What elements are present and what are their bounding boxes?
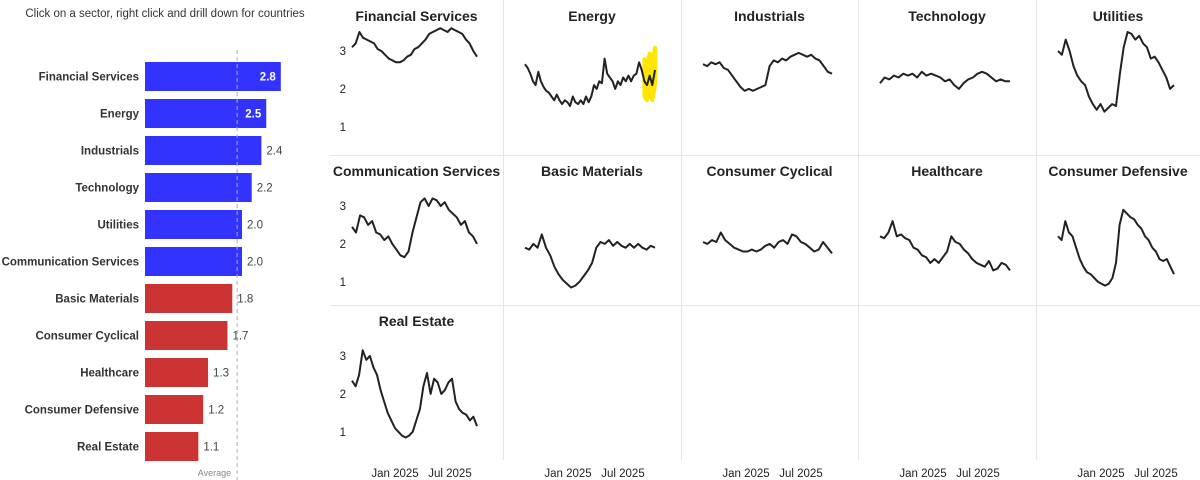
trend-line-industrials[interactable] (702, 51, 833, 92)
bar-label-basic-materials[interactable]: Basic Materials (55, 294, 139, 306)
panel-title-utilities: Utilities (1093, 8, 1144, 24)
bar-label-consumer-defensive[interactable]: Consumer Defensive (25, 405, 139, 417)
panel-title-communication-services: Communication Services (333, 163, 500, 179)
bar-real-estate[interactable] (145, 432, 199, 461)
bar-healthcare[interactable] (145, 358, 209, 387)
bar-value-technology: 2.2 (257, 183, 273, 195)
y-tick-label: 1 (340, 277, 346, 289)
bar-label-healthcare[interactable]: Healthcare (80, 368, 139, 380)
bar-value-financial-services: 2.8 (260, 72, 277, 84)
trend-line-energy[interactable] (524, 57, 656, 107)
panel-healthcare[interactable]: Healthcare (879, 163, 1011, 272)
x-tick-label: Jul 2025 (956, 468, 999, 480)
highlight-region (642, 45, 657, 103)
x-tick-label: Jan 2025 (371, 468, 418, 480)
panel-title-energy: Energy (568, 8, 616, 24)
x-tick-label: Jul 2025 (601, 468, 644, 480)
bar-label-real-estate[interactable]: Real Estate (77, 442, 139, 454)
y-tick-label: 3 (340, 46, 346, 58)
bar-value-utilities: 2.0 (247, 220, 263, 232)
bar-financial-services[interactable] (145, 62, 281, 91)
bar-label-industrials[interactable]: Industrials (81, 146, 139, 158)
panel-title-financial-services: Financial Services (355, 8, 477, 24)
bar-label-financial-services[interactable]: Financial Services (39, 72, 139, 84)
bar-value-real-estate: 1.1 (203, 442, 219, 454)
panel-financial-services[interactable]: Financial Services 1 2 3 (340, 8, 478, 134)
panel-title-industrials: Industrials (734, 8, 805, 24)
x-tick-label: Jul 2025 (1134, 468, 1177, 480)
bar-label-utilities[interactable]: Utilities (97, 220, 139, 232)
bar-consumer-cyclical[interactable] (145, 321, 228, 350)
bar-value-basic-materials: 1.8 (237, 294, 253, 306)
panel-title-technology: Technology (908, 8, 986, 24)
bar-value-healthcare: 1.3 (213, 368, 229, 380)
y-tick-label: 2 (340, 84, 346, 96)
panel-title-healthcare: Healthcare (911, 163, 983, 179)
panel-consumer-defensive[interactable]: Consumer Defensive (1048, 163, 1188, 287)
x-tick-label: Jul 2025 (779, 468, 822, 480)
trend-line-real-estate[interactable] (351, 349, 478, 439)
bar-energy[interactable] (145, 99, 267, 128)
panel-utilities[interactable]: Utilities (1057, 8, 1175, 113)
y-tick-label: 1 (340, 427, 346, 439)
panel-title-consumer-defensive: Consumer Defensive (1048, 163, 1187, 179)
panel-industrials[interactable]: Industrials (702, 8, 833, 92)
bar-technology[interactable] (145, 173, 252, 202)
bar-value-consumer-defensive: 1.2 (208, 405, 224, 417)
y-tick-label: 2 (340, 239, 346, 251)
drilldown-instruction: Click on a sector, right click and drill… (25, 8, 305, 20)
panel-communication-services[interactable]: Communication Services 1 2 3 (333, 163, 500, 289)
bar-value-communication-services: 2.0 (247, 257, 263, 269)
bar-label-consumer-cyclical[interactable]: Consumer Cyclical (35, 331, 139, 343)
trend-line-healthcare[interactable] (879, 220, 1011, 272)
bar-utilities[interactable] (145, 210, 242, 239)
trend-line-communication-services[interactable] (351, 197, 478, 259)
trend-line-basic-materials[interactable] (524, 233, 656, 289)
panel-consumer-cyclical[interactable]: Consumer Cyclical (702, 163, 833, 255)
bar-label-communication-services[interactable]: Communication Services (2, 257, 139, 269)
y-tick-label: 3 (340, 351, 346, 363)
trend-line-financial-services[interactable] (351, 27, 478, 64)
panel-technology[interactable]: Technology (879, 8, 1010, 90)
trend-line-utilities[interactable] (1057, 31, 1175, 113)
bar-communication-services[interactable] (145, 247, 242, 276)
panel-title-consumer-cyclical: Consumer Cyclical (706, 163, 832, 179)
trend-line-consumer-defensive[interactable] (1057, 208, 1175, 287)
x-tick-label: Jan 2025 (722, 468, 769, 480)
bar-value-consumer-cyclical: 1.7 (232, 331, 248, 343)
bar-value-energy: 2.5 (245, 109, 262, 121)
sector-bar-chart[interactable]: Financial Services 2.8 Energy 2.5 Industrial… (0, 0, 330, 480)
panel-real-estate[interactable]: Real Estate 1 2 3 (340, 313, 478, 439)
bar-industrials[interactable] (145, 136, 262, 165)
bar-label-energy[interactable]: Energy (100, 109, 140, 121)
x-tick-label: Jan 2025 (1077, 468, 1124, 480)
bar-consumer-defensive[interactable] (145, 395, 204, 424)
y-tick-label: 2 (340, 389, 346, 401)
panel-energy[interactable]: Energy (524, 8, 657, 107)
y-tick-label: 3 (340, 201, 346, 213)
bar-label-technology[interactable]: Technology (75, 183, 139, 195)
x-tick-label: Jan 2025 (899, 468, 946, 480)
y-tick-label: 1 (340, 122, 346, 134)
trend-line-technology[interactable] (879, 70, 1010, 90)
panel-basic-materials[interactable]: Basic Materials (524, 163, 656, 289)
bar-basic-materials[interactable] (145, 284, 233, 313)
bar-value-industrials: 2.4 (266, 146, 283, 158)
panel-title-real-estate: Real Estate (379, 313, 455, 329)
trend-line-consumer-cyclical[interactable] (702, 231, 833, 255)
average-label: Average (198, 468, 231, 478)
x-tick-label: Jan 2025 (544, 468, 591, 480)
panel-title-basic-materials: Basic Materials (541, 163, 643, 179)
x-tick-label: Jul 2025 (428, 468, 471, 480)
